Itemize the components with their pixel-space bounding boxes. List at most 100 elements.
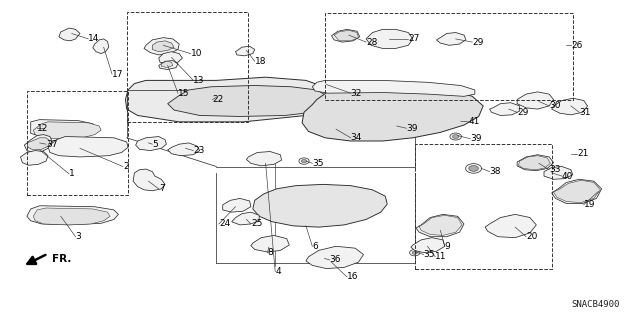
Ellipse shape [109, 145, 115, 150]
Text: 35: 35 [312, 159, 324, 168]
Ellipse shape [319, 256, 328, 262]
Polygon shape [517, 155, 554, 171]
Polygon shape [366, 29, 413, 48]
Ellipse shape [258, 241, 264, 246]
Polygon shape [48, 137, 128, 157]
Text: 20: 20 [526, 232, 538, 241]
Ellipse shape [301, 160, 307, 163]
Polygon shape [236, 46, 255, 56]
Text: 6: 6 [312, 242, 318, 251]
Ellipse shape [341, 212, 357, 222]
Polygon shape [251, 235, 289, 252]
Text: 24: 24 [219, 219, 230, 228]
Text: 37: 37 [46, 140, 58, 149]
Polygon shape [31, 120, 95, 138]
Ellipse shape [146, 179, 151, 183]
Text: 5: 5 [152, 140, 158, 149]
Ellipse shape [383, 123, 395, 130]
Polygon shape [416, 214, 464, 237]
Text: 33: 33 [549, 165, 561, 174]
Polygon shape [490, 103, 520, 115]
Text: 19: 19 [584, 200, 595, 209]
Polygon shape [24, 135, 52, 152]
Polygon shape [168, 85, 328, 116]
Ellipse shape [254, 96, 268, 104]
Text: 9: 9 [445, 242, 451, 251]
Ellipse shape [366, 108, 392, 123]
Text: 30: 30 [549, 101, 561, 110]
Text: 29: 29 [517, 108, 529, 117]
Ellipse shape [412, 251, 417, 254]
Ellipse shape [146, 174, 151, 178]
Text: 39: 39 [406, 124, 418, 133]
Text: 41: 41 [468, 117, 480, 126]
Polygon shape [159, 61, 178, 70]
Text: 4: 4 [275, 267, 281, 276]
Text: 39: 39 [470, 134, 482, 143]
Ellipse shape [396, 110, 420, 126]
Text: 34: 34 [351, 133, 362, 142]
Ellipse shape [338, 109, 360, 124]
Ellipse shape [348, 94, 367, 107]
Polygon shape [544, 167, 573, 179]
Bar [27, 91, 128, 195]
Ellipse shape [225, 96, 239, 105]
Ellipse shape [389, 37, 394, 41]
Bar [415, 144, 552, 269]
Text: 18: 18 [255, 57, 266, 66]
Polygon shape [334, 30, 358, 41]
Text: 3: 3 [76, 232, 81, 241]
Ellipse shape [64, 145, 70, 150]
Ellipse shape [276, 196, 297, 208]
Ellipse shape [508, 215, 516, 220]
Polygon shape [411, 238, 445, 253]
Polygon shape [223, 198, 251, 212]
Polygon shape [93, 39, 109, 54]
Ellipse shape [321, 257, 326, 261]
Ellipse shape [450, 133, 461, 140]
Polygon shape [125, 77, 336, 122]
Polygon shape [161, 61, 173, 68]
Text: 16: 16 [347, 272, 358, 281]
Polygon shape [168, 143, 200, 156]
Ellipse shape [428, 115, 449, 129]
Text: 28: 28 [366, 38, 378, 47]
Polygon shape [419, 215, 462, 235]
Ellipse shape [386, 125, 392, 129]
Ellipse shape [306, 194, 328, 207]
Text: 14: 14 [88, 34, 100, 43]
Text: 15: 15 [178, 89, 189, 98]
Ellipse shape [312, 213, 330, 224]
Text: 26: 26 [571, 41, 582, 50]
Polygon shape [152, 41, 174, 52]
Text: 31: 31 [579, 108, 591, 117]
Ellipse shape [299, 158, 309, 164]
Polygon shape [232, 212, 259, 225]
Polygon shape [246, 152, 282, 166]
Text: 22: 22 [212, 95, 224, 104]
Ellipse shape [96, 145, 102, 150]
Polygon shape [554, 180, 600, 203]
Polygon shape [302, 82, 483, 141]
Ellipse shape [508, 221, 516, 226]
Polygon shape [485, 214, 536, 238]
Text: 12: 12 [37, 124, 49, 133]
Text: SNACB4900: SNACB4900 [571, 300, 620, 309]
Text: 35: 35 [424, 250, 435, 259]
Ellipse shape [376, 37, 381, 41]
Text: 13: 13 [193, 76, 205, 85]
Text: FR.: FR. [52, 254, 72, 264]
Ellipse shape [337, 197, 356, 210]
Polygon shape [144, 38, 179, 55]
Polygon shape [20, 151, 48, 165]
Polygon shape [552, 179, 602, 204]
Ellipse shape [35, 139, 45, 146]
Text: 8: 8 [268, 248, 273, 257]
Polygon shape [159, 52, 182, 64]
Text: 2: 2 [123, 162, 129, 171]
Ellipse shape [146, 185, 151, 189]
Text: 11: 11 [435, 252, 447, 261]
Ellipse shape [452, 135, 459, 138]
Ellipse shape [457, 120, 462, 123]
Polygon shape [518, 156, 550, 170]
